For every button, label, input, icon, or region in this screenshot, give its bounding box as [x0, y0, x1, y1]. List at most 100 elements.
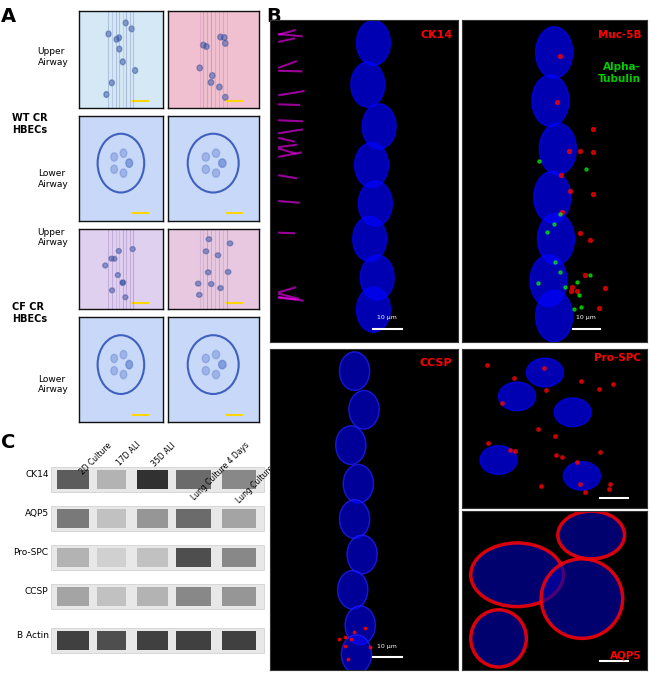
- Circle shape: [111, 153, 118, 161]
- Text: 17D ALI: 17D ALI: [115, 441, 142, 468]
- Ellipse shape: [345, 606, 375, 645]
- Point: [556, 170, 566, 181]
- Circle shape: [116, 35, 122, 41]
- Circle shape: [115, 273, 120, 278]
- Circle shape: [222, 41, 228, 46]
- Circle shape: [112, 257, 117, 261]
- FancyBboxPatch shape: [222, 509, 256, 528]
- Circle shape: [126, 360, 133, 369]
- FancyBboxPatch shape: [222, 631, 256, 650]
- Circle shape: [126, 159, 133, 167]
- Ellipse shape: [526, 358, 564, 387]
- Point: [594, 446, 604, 457]
- Ellipse shape: [360, 255, 394, 300]
- Ellipse shape: [536, 290, 573, 342]
- Circle shape: [120, 281, 125, 286]
- Ellipse shape: [540, 123, 577, 175]
- Text: Pro-SPC: Pro-SPC: [594, 353, 641, 364]
- FancyBboxPatch shape: [96, 587, 126, 607]
- Text: Pro-SPC: Pro-SPC: [14, 548, 49, 557]
- Ellipse shape: [541, 559, 623, 638]
- Point: [571, 456, 582, 467]
- Circle shape: [208, 79, 214, 85]
- Ellipse shape: [356, 287, 391, 332]
- Point: [346, 634, 356, 645]
- Point: [557, 207, 567, 218]
- Ellipse shape: [558, 511, 625, 559]
- Ellipse shape: [530, 255, 567, 307]
- Circle shape: [213, 149, 220, 157]
- Circle shape: [215, 253, 220, 258]
- Point: [588, 123, 598, 134]
- Ellipse shape: [362, 104, 396, 149]
- Circle shape: [218, 34, 223, 40]
- Circle shape: [222, 35, 227, 41]
- Point: [594, 303, 604, 314]
- FancyBboxPatch shape: [136, 509, 168, 528]
- Text: 35D ALI: 35D ALI: [150, 441, 177, 468]
- Point: [580, 270, 590, 281]
- Ellipse shape: [358, 181, 393, 226]
- Ellipse shape: [339, 352, 370, 391]
- Ellipse shape: [351, 62, 385, 107]
- Ellipse shape: [339, 500, 370, 538]
- Circle shape: [197, 65, 202, 71]
- Ellipse shape: [536, 26, 573, 78]
- Text: CK14: CK14: [421, 30, 452, 40]
- Point: [534, 156, 545, 167]
- Point: [549, 219, 559, 230]
- Text: CK14: CK14: [25, 471, 49, 479]
- FancyBboxPatch shape: [57, 631, 88, 650]
- FancyBboxPatch shape: [222, 548, 256, 567]
- FancyBboxPatch shape: [222, 470, 256, 489]
- FancyBboxPatch shape: [176, 548, 211, 567]
- FancyBboxPatch shape: [136, 470, 168, 489]
- Point: [605, 478, 616, 489]
- Ellipse shape: [349, 391, 379, 429]
- Circle shape: [110, 288, 114, 292]
- Circle shape: [203, 249, 209, 254]
- Point: [564, 146, 574, 156]
- FancyBboxPatch shape: [57, 548, 88, 567]
- Point: [594, 384, 604, 395]
- Point: [508, 372, 519, 383]
- Circle shape: [111, 366, 118, 375]
- Point: [549, 431, 560, 441]
- Point: [541, 385, 552, 395]
- Circle shape: [218, 159, 226, 167]
- Ellipse shape: [337, 571, 368, 609]
- Text: B Actin: B Actin: [16, 631, 49, 640]
- FancyBboxPatch shape: [96, 470, 126, 489]
- Circle shape: [120, 351, 127, 359]
- Text: Lower
Airway: Lower Airway: [38, 375, 68, 394]
- Point: [588, 147, 599, 158]
- Circle shape: [124, 20, 128, 26]
- Circle shape: [209, 72, 215, 79]
- Point: [560, 281, 571, 292]
- Circle shape: [120, 59, 125, 65]
- Ellipse shape: [356, 20, 391, 66]
- Ellipse shape: [355, 143, 389, 188]
- Circle shape: [111, 165, 118, 173]
- Point: [541, 227, 552, 238]
- Text: Lower
Airway: Lower Airway: [38, 169, 68, 189]
- Ellipse shape: [538, 213, 575, 265]
- Point: [588, 189, 598, 200]
- FancyBboxPatch shape: [96, 631, 126, 650]
- Point: [575, 146, 586, 156]
- Point: [497, 397, 507, 408]
- Text: Alpha-
Tubulin: Alpha- Tubulin: [598, 62, 641, 84]
- Point: [348, 626, 359, 637]
- Ellipse shape: [471, 543, 564, 607]
- FancyBboxPatch shape: [176, 470, 211, 489]
- Point: [340, 632, 350, 642]
- Ellipse shape: [534, 171, 571, 223]
- FancyBboxPatch shape: [57, 587, 88, 607]
- Circle shape: [202, 366, 209, 375]
- Point: [360, 622, 370, 633]
- Circle shape: [202, 354, 209, 363]
- Point: [505, 445, 515, 456]
- Circle shape: [218, 159, 226, 167]
- Point: [540, 362, 550, 373]
- Circle shape: [120, 370, 127, 378]
